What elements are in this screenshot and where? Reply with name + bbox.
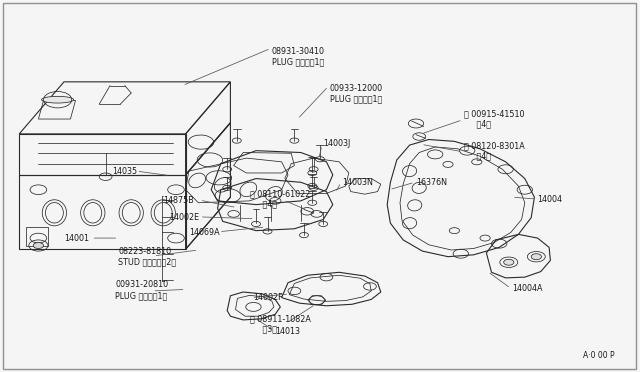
Circle shape <box>531 254 541 260</box>
Circle shape <box>33 243 44 248</box>
Text: 00933-12000
PLUG プラグ（1）: 00933-12000 PLUG プラグ（1） <box>330 84 383 103</box>
Ellipse shape <box>42 96 74 103</box>
Text: A·0 00 P: A·0 00 P <box>583 351 614 360</box>
Text: 14004: 14004 <box>538 195 563 203</box>
Text: Ⓑ 08110-61022
     （4）: Ⓑ 08110-61022 （4） <box>250 189 310 209</box>
Text: Ⓦ 00915-41510
     （4）: Ⓦ 00915-41510 （4） <box>464 109 525 129</box>
Text: 08223-81810
STUD スタッド（2）: 08223-81810 STUD スタッド（2） <box>118 247 177 266</box>
Text: 00931-20810
PLUG プラグ（1）: 00931-20810 PLUG プラグ（1） <box>115 280 168 300</box>
Text: Ⓑ 08120-8301A
     （4）: Ⓑ 08120-8301A （4） <box>464 141 525 160</box>
Text: 08931-30410
PLUG プラグ（1）: 08931-30410 PLUG プラグ（1） <box>272 46 325 66</box>
Text: 14004A: 14004A <box>512 284 543 293</box>
Text: 14001: 14001 <box>65 234 90 243</box>
Text: ⓝ 08911-1082A
     （3）: ⓝ 08911-1082A （3） <box>250 314 310 333</box>
Text: 14013: 14013 <box>275 327 300 336</box>
Text: 14003N: 14003N <box>342 178 373 187</box>
Text: 14069A: 14069A <box>189 228 220 237</box>
Text: 14002F: 14002F <box>253 293 282 302</box>
Text: 14003J: 14003J <box>323 139 351 148</box>
Text: 14035: 14035 <box>113 167 138 176</box>
Circle shape <box>504 259 514 265</box>
Text: 16376N: 16376N <box>416 178 447 187</box>
Text: 14875B: 14875B <box>163 196 194 205</box>
Text: 14002E: 14002E <box>170 213 200 222</box>
